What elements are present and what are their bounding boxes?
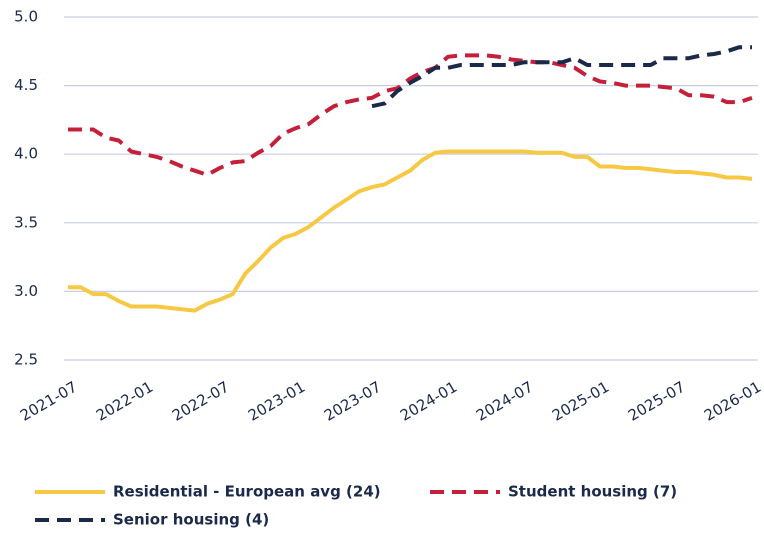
line-series bbox=[371, 45, 752, 109]
x-tick-label: 2021-07 bbox=[17, 378, 80, 425]
x-tick-label: 2024-01 bbox=[397, 378, 460, 425]
y-tick-label: 3.5 bbox=[14, 213, 38, 231]
line-series bbox=[68, 53, 753, 177]
x-tick-label: 2022-01 bbox=[93, 378, 156, 425]
legend-label: Residential - European avg (24) bbox=[113, 483, 381, 501]
x-tick-label: 2022-07 bbox=[169, 378, 232, 425]
x-tick-label: 2025-01 bbox=[549, 378, 612, 425]
y-tick-label: 3.0 bbox=[14, 282, 38, 300]
y-tick-label: 2.5 bbox=[14, 351, 38, 369]
x-tick-label: 2023-01 bbox=[245, 378, 308, 425]
legend-label: Senior housing (4) bbox=[113, 511, 269, 529]
legend-label: Student housing (7) bbox=[508, 483, 677, 501]
y-tick-label: 5.0 bbox=[14, 8, 38, 26]
y-tick-label: 4.0 bbox=[14, 145, 38, 163]
x-tick-label: 2024-07 bbox=[473, 378, 536, 425]
x-tick-label: 2023-07 bbox=[321, 378, 384, 425]
line-series bbox=[68, 149, 753, 313]
y-tick-label: 4.5 bbox=[14, 76, 38, 94]
x-tick-label: 2026-01 bbox=[701, 378, 764, 425]
x-tick-label: 2025-07 bbox=[625, 378, 688, 425]
